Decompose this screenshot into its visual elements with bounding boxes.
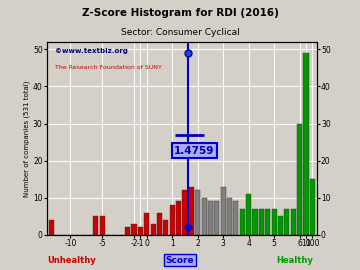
Bar (240, 209, 245, 235)
Bar (138, 227, 143, 235)
Bar (221, 187, 226, 235)
Text: 1.4759: 1.4759 (174, 146, 215, 156)
Bar (202, 198, 207, 235)
Bar (291, 209, 296, 235)
Bar (170, 205, 175, 235)
Bar (189, 187, 194, 235)
Bar (271, 209, 277, 235)
Bar (125, 227, 130, 235)
Bar (310, 179, 315, 235)
Bar (214, 201, 219, 235)
Text: ©www.textbiz.org: ©www.textbiz.org (55, 48, 128, 54)
Bar (157, 213, 162, 235)
Bar (131, 224, 136, 235)
Bar (195, 190, 200, 235)
Y-axis label: Number of companies (531 total): Number of companies (531 total) (24, 80, 30, 197)
Bar (252, 209, 257, 235)
Text: Score: Score (166, 256, 194, 265)
Bar (278, 216, 283, 235)
Text: Z-Score Histogram for RDI (2016): Z-Score Histogram for RDI (2016) (82, 8, 278, 18)
Text: The Research Foundation of SUNY: The Research Foundation of SUNY (55, 65, 162, 70)
Text: Unhealthy: Unhealthy (47, 256, 95, 265)
Bar (284, 209, 289, 235)
Bar (297, 123, 302, 235)
Text: Healthy: Healthy (276, 256, 313, 265)
Bar (100, 216, 105, 235)
Bar (227, 198, 232, 235)
Bar (208, 201, 213, 235)
Bar (303, 53, 309, 235)
Bar (265, 209, 270, 235)
Bar (246, 194, 251, 235)
Bar (150, 224, 156, 235)
Bar (176, 201, 181, 235)
Bar (93, 216, 98, 235)
Bar (259, 209, 264, 235)
Text: Sector: Consumer Cyclical: Sector: Consumer Cyclical (121, 28, 239, 37)
Bar (163, 220, 168, 235)
Bar (144, 213, 149, 235)
Bar (233, 201, 238, 235)
Bar (183, 190, 188, 235)
Bar (49, 220, 54, 235)
